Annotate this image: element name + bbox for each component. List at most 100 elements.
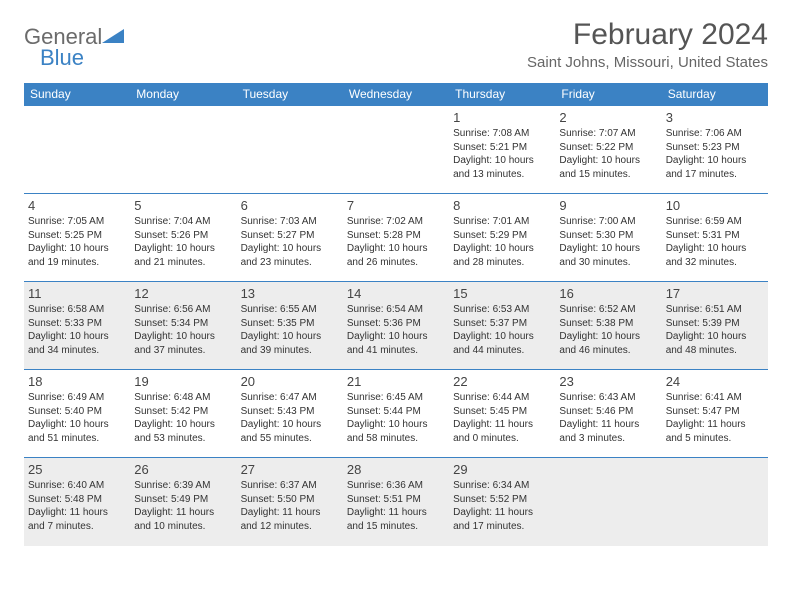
day-number: 7 xyxy=(347,198,445,213)
day-info: Sunrise: 6:55 AMSunset: 5:35 PMDaylight:… xyxy=(241,303,339,357)
day-info: Sunrise: 6:52 AMSunset: 5:38 PMDaylight:… xyxy=(559,303,657,357)
week-row: 4 Sunrise: 7:05 AMSunset: 5:25 PMDaylight… xyxy=(24,194,768,282)
day-info: Sunrise: 6:41 AMSunset: 5:47 PMDaylight:… xyxy=(666,391,764,445)
day-info: Sunrise: 6:54 AMSunset: 5:36 PMDaylight:… xyxy=(347,303,445,357)
day-cell: 23 Sunrise: 6:43 AMSunset: 5:46 PMDayligh… xyxy=(555,370,661,458)
day-info: Sunrise: 6:47 AMSunset: 5:43 PMDaylight:… xyxy=(241,391,339,445)
week-row: 25 Sunrise: 6:40 AMSunset: 5:48 PMDayligh… xyxy=(24,458,768,546)
day-number: 8 xyxy=(453,198,551,213)
calendar-table: SundayMondayTuesdayWednesdayThursdayFrid… xyxy=(24,83,768,546)
day-number: 26 xyxy=(134,462,232,477)
day-number: 11 xyxy=(28,286,126,301)
day-cell: 2 Sunrise: 7:07 AMSunset: 5:22 PMDaylight… xyxy=(555,106,661,194)
day-cell: 14 Sunrise: 6:54 AMSunset: 5:36 PMDayligh… xyxy=(343,282,449,370)
day-info: Sunrise: 6:59 AMSunset: 5:31 PMDaylight:… xyxy=(666,215,764,269)
day-number: 25 xyxy=(28,462,126,477)
day-info: Sunrise: 6:56 AMSunset: 5:34 PMDaylight:… xyxy=(134,303,232,357)
day-header-wednesday: Wednesday xyxy=(343,83,449,106)
day-header-monday: Monday xyxy=(130,83,236,106)
day-number: 6 xyxy=(241,198,339,213)
day-number: 29 xyxy=(453,462,551,477)
day-info: Sunrise: 7:04 AMSunset: 5:26 PMDaylight:… xyxy=(134,215,232,269)
day-info: Sunrise: 7:07 AMSunset: 5:22 PMDaylight:… xyxy=(559,127,657,181)
day-cell: 16 Sunrise: 6:52 AMSunset: 5:38 PMDayligh… xyxy=(555,282,661,370)
day-cell: 10 Sunrise: 6:59 AMSunset: 5:31 PMDayligh… xyxy=(662,194,768,282)
day-cell: 7 Sunrise: 7:02 AMSunset: 5:28 PMDaylight… xyxy=(343,194,449,282)
empty-cell xyxy=(130,106,236,194)
location: Saint Johns, Missouri, United States xyxy=(527,54,768,71)
day-number: 24 xyxy=(666,374,764,389)
day-number: 10 xyxy=(666,198,764,213)
day-info: Sunrise: 6:34 AMSunset: 5:52 PMDaylight:… xyxy=(453,479,551,533)
day-cell: 12 Sunrise: 6:56 AMSunset: 5:34 PMDayligh… xyxy=(130,282,236,370)
day-cell: 18Sunrise: 6:49 AMSunset: 5:40 PMDayligh… xyxy=(24,370,130,458)
logo-text-blue: Blue xyxy=(40,45,84,70)
day-info: Sunrise: 7:01 AMSunset: 5:29 PMDaylight:… xyxy=(453,215,551,269)
day-cell: 4 Sunrise: 7:05 AMSunset: 5:25 PMDaylight… xyxy=(24,194,130,282)
day-cell: 19Sunrise: 6:48 AMSunset: 5:42 PMDayligh… xyxy=(130,370,236,458)
day-info: Sunrise: 6:39 AMSunset: 5:49 PMDaylight:… xyxy=(134,479,232,533)
day-number: 28 xyxy=(347,462,445,477)
day-header-saturday: Saturday xyxy=(662,83,768,106)
month-title: February 2024 xyxy=(527,18,768,52)
title-block: February 2024 Saint Johns, Missouri, Uni… xyxy=(527,18,768,71)
day-info: Sunrise: 7:05 AMSunset: 5:25 PMDaylight:… xyxy=(28,215,126,269)
day-number: 23 xyxy=(559,374,657,389)
day-cell: 20 Sunrise: 6:47 AMSunset: 5:43 PMDayligh… xyxy=(237,370,343,458)
day-info: Sunrise: 7:06 AMSunset: 5:23 PMDaylight:… xyxy=(666,127,764,181)
day-number: 9 xyxy=(559,198,657,213)
logo-triangle-icon xyxy=(102,27,124,48)
day-cell: 8 Sunrise: 7:01 AMSunset: 5:29 PMDaylight… xyxy=(449,194,555,282)
day-info: Sunrise: 6:40 AMSunset: 5:48 PMDaylight:… xyxy=(28,479,126,533)
day-number: 22 xyxy=(453,374,551,389)
day-info: Sunrise: 7:03 AMSunset: 5:27 PMDaylight:… xyxy=(241,215,339,269)
day-number: 12 xyxy=(134,286,232,301)
day-cell: 21 Sunrise: 6:45 AMSunset: 5:44 PMDayligh… xyxy=(343,370,449,458)
day-number: 21 xyxy=(347,374,445,389)
day-cell: 5 Sunrise: 7:04 AMSunset: 5:26 PMDaylight… xyxy=(130,194,236,282)
day-cell: 6 Sunrise: 7:03 AMSunset: 5:27 PMDaylight… xyxy=(237,194,343,282)
day-number: 17 xyxy=(666,286,764,301)
week-row: 1Sunrise: 7:08 AMSunset: 5:21 PMDaylight… xyxy=(24,106,768,194)
day-cell: 26 Sunrise: 6:39 AMSunset: 5:49 PMDayligh… xyxy=(130,458,236,546)
day-info: Sunrise: 6:53 AMSunset: 5:37 PMDaylight:… xyxy=(453,303,551,357)
day-number: 20 xyxy=(241,374,339,389)
day-cell: 3 Sunrise: 7:06 AMSunset: 5:23 PMDaylight… xyxy=(662,106,768,194)
day-number: 16 xyxy=(559,286,657,301)
day-number: 19 xyxy=(134,374,232,389)
day-info: Sunrise: 6:51 AMSunset: 5:39 PMDaylight:… xyxy=(666,303,764,357)
day-number: 4 xyxy=(28,198,126,213)
empty-cell xyxy=(555,458,661,546)
day-cell: 29 Sunrise: 6:34 AMSunset: 5:52 PMDayligh… xyxy=(449,458,555,546)
day-cell: 13Sunrise: 6:55 AMSunset: 5:35 PMDayligh… xyxy=(237,282,343,370)
day-number: 15 xyxy=(453,286,551,301)
day-header-friday: Friday xyxy=(555,83,661,106)
day-header-thursday: Thursday xyxy=(449,83,555,106)
day-header-sunday: Sunday xyxy=(24,83,130,106)
day-number: 1 xyxy=(453,110,551,125)
day-cell: 24 Sunrise: 6:41 AMSunset: 5:47 PMDayligh… xyxy=(662,370,768,458)
day-number: 5 xyxy=(134,198,232,213)
day-cell: 25 Sunrise: 6:40 AMSunset: 5:48 PMDayligh… xyxy=(24,458,130,546)
day-number: 2 xyxy=(559,110,657,125)
day-header-tuesday: Tuesday xyxy=(237,83,343,106)
day-info: Sunrise: 6:44 AMSunset: 5:45 PMDaylight:… xyxy=(453,391,551,445)
day-cell: 1Sunrise: 7:08 AMSunset: 5:21 PMDaylight… xyxy=(449,106,555,194)
day-info: Sunrise: 6:36 AMSunset: 5:51 PMDaylight:… xyxy=(347,479,445,533)
day-info: Sunrise: 6:43 AMSunset: 5:46 PMDaylight:… xyxy=(559,391,657,445)
day-cell: 17 Sunrise: 6:51 AMSunset: 5:39 PMDayligh… xyxy=(662,282,768,370)
day-info: Sunrise: 7:02 AMSunset: 5:28 PMDaylight:… xyxy=(347,215,445,269)
day-number: 14 xyxy=(347,286,445,301)
header: General February 2024 Saint Johns, Misso… xyxy=(24,18,768,71)
day-cell: 28 Sunrise: 6:36 AMSunset: 5:51 PMDayligh… xyxy=(343,458,449,546)
day-info: Sunrise: 6:58 AMSunset: 5:33 PMDaylight:… xyxy=(28,303,126,357)
week-row: 18Sunrise: 6:49 AMSunset: 5:40 PMDayligh… xyxy=(24,370,768,458)
day-number: 27 xyxy=(241,462,339,477)
week-row: 11 Sunrise: 6:58 AMSunset: 5:33 PMDayligh… xyxy=(24,282,768,370)
day-header-row: SundayMondayTuesdayWednesdayThursdayFrid… xyxy=(24,83,768,106)
empty-cell xyxy=(662,458,768,546)
day-info: Sunrise: 6:37 AMSunset: 5:50 PMDaylight:… xyxy=(241,479,339,533)
day-number: 3 xyxy=(666,110,764,125)
day-number: 18 xyxy=(28,374,126,389)
day-info: Sunrise: 6:45 AMSunset: 5:44 PMDaylight:… xyxy=(347,391,445,445)
